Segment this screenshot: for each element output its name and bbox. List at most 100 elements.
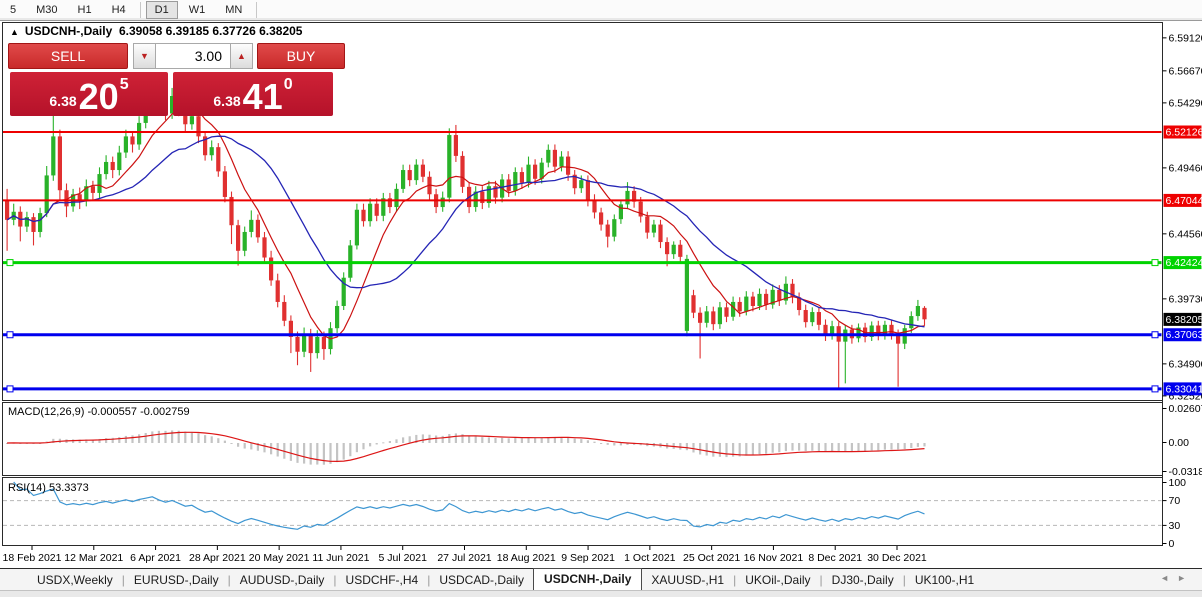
tab-scroll-right-icon[interactable]: ►: [1177, 573, 1194, 583]
timeframe-button-5[interactable]: 5: [10, 4, 17, 16]
tab-separator: |: [733, 573, 737, 587]
toolbar-separator: [256, 2, 258, 18]
line-handle[interactable]: [1151, 259, 1159, 267]
toolbar-separator: [139, 2, 141, 18]
tab-separator: |: [227, 573, 231, 587]
chart-tab-uk100-h1[interactable]: UK100-,H1: [914, 573, 975, 587]
price-axis: 6.59120 6.56670 6.54290 6.49460 6.44560 6.397…: [1162, 22, 1202, 550]
timeframe-button-w1[interactable]: W1: [188, 4, 206, 16]
level-line-6.33041[interactable]: [3, 385, 1162, 393]
svg-text:6.44560: 6.44560: [1169, 228, 1202, 240]
volume-increase-button[interactable]: ▲: [230, 43, 253, 69]
svg-text:11 Jun 2021: 11 Jun 2021: [312, 552, 369, 564]
svg-text:6.54290: 6.54290: [1169, 97, 1202, 109]
tab-separator: |: [902, 573, 906, 587]
buy-price-big: 41: [242, 76, 283, 118]
chart-tab-xauusd-h1[interactable]: XAUUSD-,H1: [651, 573, 725, 587]
svg-text:6.52126: 6.52126: [1166, 127, 1202, 139]
chart-tab-eurusd-daily[interactable]: EURUSD-,Daily: [133, 573, 219, 587]
svg-text:6.59120: 6.59120: [1169, 32, 1202, 44]
chart-symbol-label: USDCNH-,Daily: [24, 24, 113, 38]
sell-price-pip: 5: [119, 76, 129, 93]
sell-button[interactable]: SELL: [8, 43, 128, 69]
svg-text:5 Jul 2021: 5 Jul 2021: [378, 552, 427, 564]
level-line-6.37063[interactable]: [3, 331, 1162, 339]
svg-text:-0.03187: -0.03187: [1169, 466, 1202, 478]
chart-tab-audusd-daily[interactable]: AUDUSD-,Daily: [239, 573, 325, 587]
sell-price-prefix: 6.38: [49, 93, 77, 109]
current-price-badge: 6.38205: [1163, 312, 1202, 326]
svg-text:1 Oct 2021: 1 Oct 2021: [624, 552, 676, 564]
price-badge-6.42424: 6.42424: [1163, 256, 1202, 270]
panel-frames: [2, 22, 1163, 546]
buy-price-pip: 0: [283, 76, 293, 93]
price-badge-6.47044: 6.47044: [1163, 193, 1202, 207]
tab-scroll-left-icon[interactable]: ◄: [1160, 573, 1178, 583]
chart-tab-usdchf-h4[interactable]: USDCHF-,H4: [345, 573, 419, 587]
price-badge-6.37063: 6.37063: [1163, 328, 1202, 342]
status-strip: [0, 590, 1202, 597]
svg-text:28 Apr 2021: 28 Apr 2021: [189, 552, 246, 564]
date-axis: 18 Feb 2021 12 Mar 2021 6 Apr 2021 28 Apr 2…: [3, 546, 927, 564]
svg-text:30: 30: [1169, 520, 1181, 532]
one-click-trade-panel: SELL ▼ ▲ BUY 6.38 20 5 6.38 41 0: [8, 43, 348, 116]
macd-label: MACD(12,26,9) -0.000557 -0.002759: [8, 406, 190, 418]
rsi-label: RSI(14) 53.3373: [8, 482, 89, 494]
sell-price-big: 20: [78, 76, 119, 118]
volume-decrease-button[interactable]: ▼: [133, 43, 156, 69]
svg-text:18 Aug 2021: 18 Aug 2021: [497, 552, 556, 564]
svg-text:0.00: 0.00: [1169, 437, 1190, 449]
svg-text:6.38205: 6.38205: [1166, 314, 1202, 326]
tab-separator: |: [333, 573, 337, 587]
timeframe-button-d1[interactable]: D1: [145, 1, 178, 19]
chart-tab-dj30-daily[interactable]: DJ30-,Daily: [831, 573, 894, 587]
svg-text:16 Nov 2021: 16 Nov 2021: [744, 552, 804, 564]
rsi-line: [13, 481, 925, 530]
line-handle[interactable]: [1151, 331, 1159, 339]
timeframe-button-h1[interactable]: H1: [77, 4, 92, 16]
svg-text:100: 100: [1169, 477, 1187, 489]
svg-text:0.02607: 0.02607: [1169, 403, 1202, 415]
volume-input[interactable]: [156, 43, 230, 69]
tab-separator: |: [427, 573, 431, 587]
svg-text:18 Feb 2021: 18 Feb 2021: [3, 552, 62, 564]
svg-text:6.34900: 6.34900: [1169, 358, 1202, 370]
timeframe-button-m30[interactable]: M30: [36, 4, 58, 16]
level-line-6.42424[interactable]: [3, 259, 1162, 267]
buy-button[interactable]: BUY: [257, 43, 345, 69]
svg-text:0: 0: [1169, 538, 1175, 550]
tab-scroll-arrows: ◄►: [1160, 573, 1194, 583]
svg-text:70: 70: [1169, 495, 1181, 507]
svg-text:20 May 2021: 20 May 2021: [249, 552, 310, 564]
svg-text:6.47044: 6.47044: [1166, 195, 1202, 207]
svg-text:27 Jul 2021: 27 Jul 2021: [437, 552, 491, 564]
trade-buttons-row: SELL ▼ ▲ BUY: [8, 43, 348, 69]
timeframe-button-h4[interactable]: H4: [111, 4, 126, 16]
line-handle[interactable]: [1151, 385, 1159, 393]
buy-price-prefix: 6.38: [213, 93, 241, 109]
chart-tab-bar: USDX,Weekly | EURUSD-,Daily | AUDUSD-,Daily |…: [0, 568, 1202, 590]
svg-text:6.37063: 6.37063: [1166, 329, 1202, 341]
svg-text:6.39730: 6.39730: [1169, 293, 1202, 305]
svg-text:6.33041: 6.33041: [1166, 383, 1202, 395]
svg-text:6 Apr 2021: 6 Apr 2021: [130, 552, 181, 564]
svg-text:12 Mar 2021: 12 Mar 2021: [64, 552, 123, 564]
svg-text:9 Sep 2021: 9 Sep 2021: [561, 552, 615, 564]
buy-price-display[interactable]: 6.38 41 0: [173, 72, 333, 116]
chart-tab-usdx-weekly[interactable]: USDX,Weekly: [37, 573, 113, 587]
svg-text:8 Dec 2021: 8 Dec 2021: [808, 552, 862, 564]
chart-tab-usdcad-daily[interactable]: USDCAD-,Daily: [439, 573, 525, 587]
chart-ohlc-values: 6.39058 6.39185 6.37726 6.38205: [118, 24, 303, 38]
svg-text:6.49460: 6.49460: [1169, 162, 1202, 174]
chart-tab-ukoil-daily[interactable]: UKOil-,Daily: [745, 573, 811, 587]
chart-tab-usdcnh-daily[interactable]: USDCNH-,Daily: [533, 568, 643, 590]
line-handle[interactable]: [6, 331, 14, 339]
collapse-panel-icon[interactable]: ▲: [10, 27, 19, 37]
line-handle[interactable]: [6, 259, 14, 267]
svg-text:30 Dec 2021: 30 Dec 2021: [867, 552, 927, 564]
chart-canvas[interactable]: 6.59120 6.56670 6.54290 6.49460 6.44560 6.397…: [0, 20, 1202, 568]
line-handle[interactable]: [6, 385, 14, 393]
timeframe-button-mn[interactable]: MN: [225, 4, 243, 16]
price-badge-6.52126: 6.52126: [1163, 125, 1202, 139]
sell-price-display[interactable]: 6.38 20 5: [10, 72, 168, 116]
